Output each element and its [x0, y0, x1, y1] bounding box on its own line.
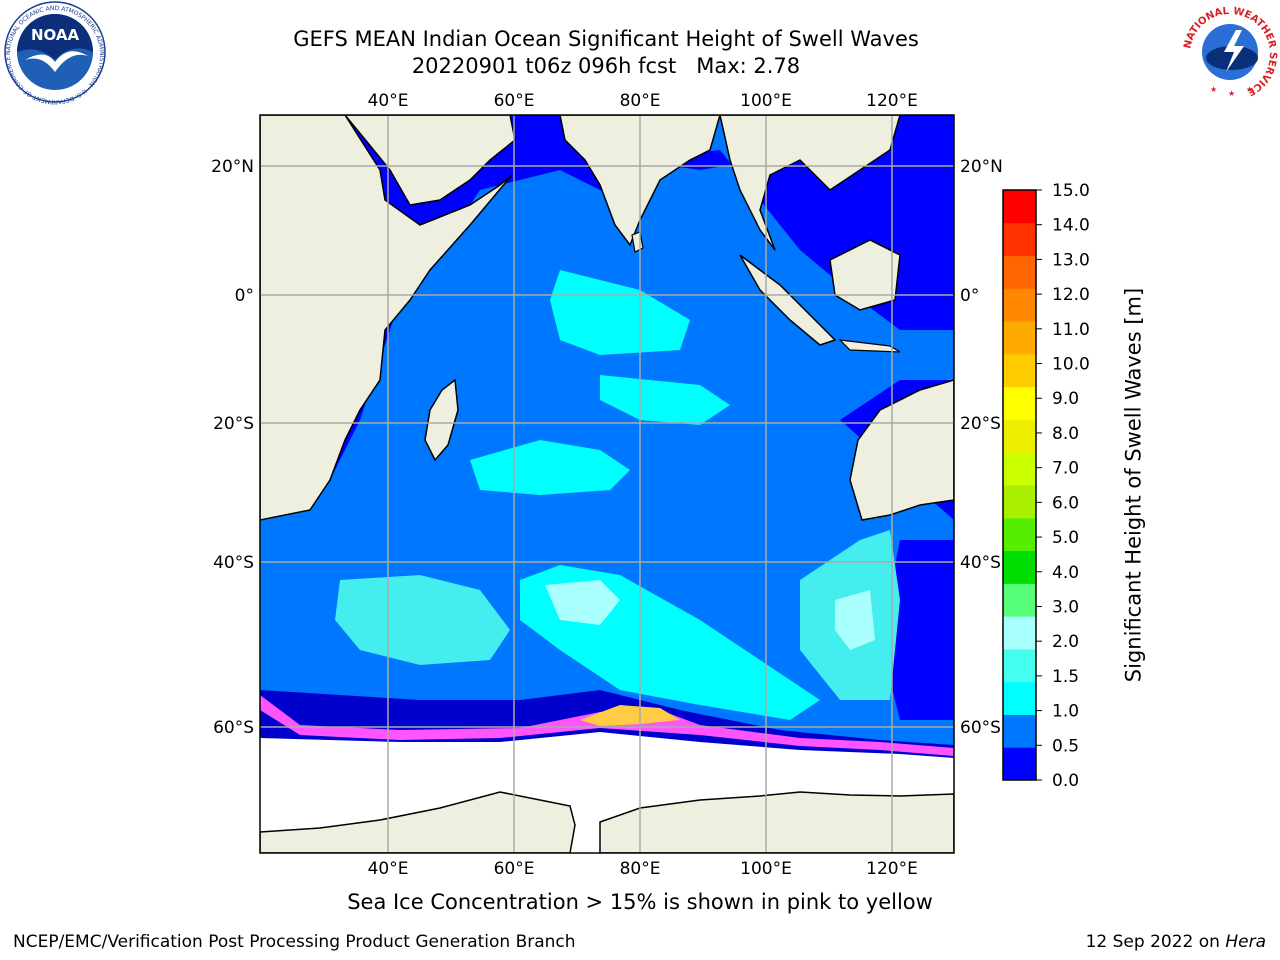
colorbar-tick-label: 12.0 — [1052, 285, 1090, 305]
swell-patch-central — [600, 375, 730, 425]
colorbar-swatch — [1003, 353, 1036, 388]
colorbar-swatch — [1003, 616, 1036, 650]
map-gridlines — [260, 115, 954, 853]
colorbar: 15.0 14.0 13.0 12.0 11.0 10.0 9.0 8.0 7.0 6.0 5.0 4… — [1002, 181, 1090, 791]
svg-text:★: ★ — [1246, 85, 1253, 94]
figure-title: GEFS MEAN Indian Ocean Significant Heigh… — [200, 26, 1012, 80]
lat-label-left: 20°S — [213, 414, 254, 434]
colorbar-swatch — [1003, 386, 1036, 420]
colorbar-swatch — [1003, 485, 1036, 519]
title-line-2: 20220901 t06z 096h fcst Max: 2.78 — [411, 54, 801, 78]
colorbar-swatch — [1003, 583, 1036, 617]
colorbar-swatch — [1003, 681, 1036, 715]
colorbar-tick-label: 0.0 — [1052, 771, 1079, 791]
colorbar-tick-label: 13.0 — [1052, 250, 1090, 270]
footer-date-text: 12 Sep 2022 on — [1085, 932, 1226, 952]
colorbar-tick-label: 1.5 — [1052, 667, 1079, 687]
colorbar-swatch — [1003, 288, 1036, 322]
map-frame — [259, 114, 955, 854]
title-line-1: GEFS MEAN Indian Ocean Significant Heigh… — [293, 27, 919, 51]
colorbar-tick-label: 7.0 — [1052, 459, 1079, 479]
lon-label-top: 60°E — [494, 91, 535, 111]
lon-label-top: 100°E — [740, 91, 792, 111]
colorbar-swatch — [1003, 550, 1036, 584]
colorbar-swatch — [1003, 714, 1036, 748]
lat-label-left: 40°S — [213, 553, 254, 573]
map-area — [260, 115, 954, 853]
swell-patch-max — [545, 580, 620, 625]
australia-land — [849, 379, 954, 521]
colorbar-tick-label: 2.0 — [1052, 632, 1079, 652]
footer-date: 12 Sep 2022 on Hera — [1086, 932, 1266, 952]
footer-credit: NCEP/EMC/Verification Post Processing Pr… — [13, 932, 576, 952]
lon-label-bottom: 40°E — [368, 859, 409, 879]
colorbar-tick-label: 11.0 — [1052, 320, 1090, 340]
nws-logo: NATIONAL WEATHER SERVICE ★ ★ ★ — [1182, 3, 1278, 98]
colorbar-swatch — [1003, 452, 1036, 486]
lon-label-bottom: 120°E — [866, 859, 918, 879]
colorbar-frame — [1002, 189, 1037, 781]
footer-host: Hera — [1225, 932, 1266, 952]
colorbar-tick-label: 4.0 — [1052, 563, 1079, 583]
noaa-logo: NATIONAL OCEANIC AND ATMOSPHERIC ADMINIS… — [0, 0, 106, 105]
lat-label-right: 60°S — [960, 718, 1001, 738]
lat-label-left: 0° — [235, 286, 254, 306]
lat-label-right: 20°N — [960, 157, 1003, 177]
colorbar-swatch — [1003, 419, 1036, 453]
swell-patch-sw — [335, 575, 510, 665]
swell-patch-equatorial — [550, 270, 690, 355]
swell-patch-south-central — [470, 440, 630, 495]
colorbar-tick-label: 3.0 — [1052, 597, 1079, 617]
southeast-asia-land — [719, 115, 901, 251]
lon-label-bottom: 100°E — [740, 859, 792, 879]
lon-label-bottom: 60°E — [494, 859, 535, 879]
lon-label-top: 40°E — [368, 91, 409, 111]
colorbar-tick-label: 6.0 — [1052, 493, 1079, 513]
colorbar-tick-label: 10.0 — [1052, 355, 1090, 375]
colorbar-tick-label: 0.5 — [1052, 736, 1079, 756]
colorbar-tick-label: 1.0 — [1052, 702, 1079, 722]
colorbar-swatch — [1003, 190, 1036, 224]
lon-label-bottom: 80°E — [620, 859, 661, 879]
africa-land — [260, 115, 513, 521]
svg-text:★: ★ — [1228, 89, 1235, 98]
colorbar-label: Significant Height of Swell Waves [m] — [1121, 287, 1146, 683]
lat-label-right: 0° — [960, 286, 979, 306]
lon-label-top: 120°E — [866, 91, 918, 111]
colorbar-swatch — [1003, 321, 1036, 355]
colorbar-tick-label: 15.0 — [1052, 181, 1090, 201]
colorbar-swatch — [1003, 255, 1036, 289]
lat-label-right: 40°S — [960, 553, 1001, 573]
colorbar-tick-label: 5.0 — [1052, 528, 1079, 548]
swell-patch-se-max — [835, 590, 875, 650]
svg-text:★: ★ — [1210, 85, 1217, 94]
colorbar-tick-label: 9.0 — [1052, 389, 1079, 409]
antarctica-land — [260, 791, 954, 853]
colorbar-swatch — [1003, 222, 1036, 257]
lat-label-right: 20°S — [960, 414, 1001, 434]
lon-label-top: 80°E — [620, 91, 661, 111]
colorbar-label-box: Significant Height of Swell Waves [m] — [1101, 288, 1167, 682]
colorbar-tick-label: 14.0 — [1052, 216, 1090, 236]
noaa-logo-text: NOAA — [31, 26, 80, 44]
colorbar-swatch — [1003, 648, 1036, 683]
colorbar-swatch — [1003, 517, 1036, 552]
colorbar-tick-label: 8.0 — [1052, 424, 1079, 444]
lat-label-left: 20°N — [211, 157, 254, 177]
java-land — [838, 339, 901, 353]
colorbar-swatch — [1003, 747, 1036, 781]
madagascar-land — [424, 378, 459, 462]
sea-ice-caption: Sea Ice Concentration > 15% is shown in … — [347, 890, 933, 914]
lat-label-left: 60°S — [213, 718, 254, 738]
